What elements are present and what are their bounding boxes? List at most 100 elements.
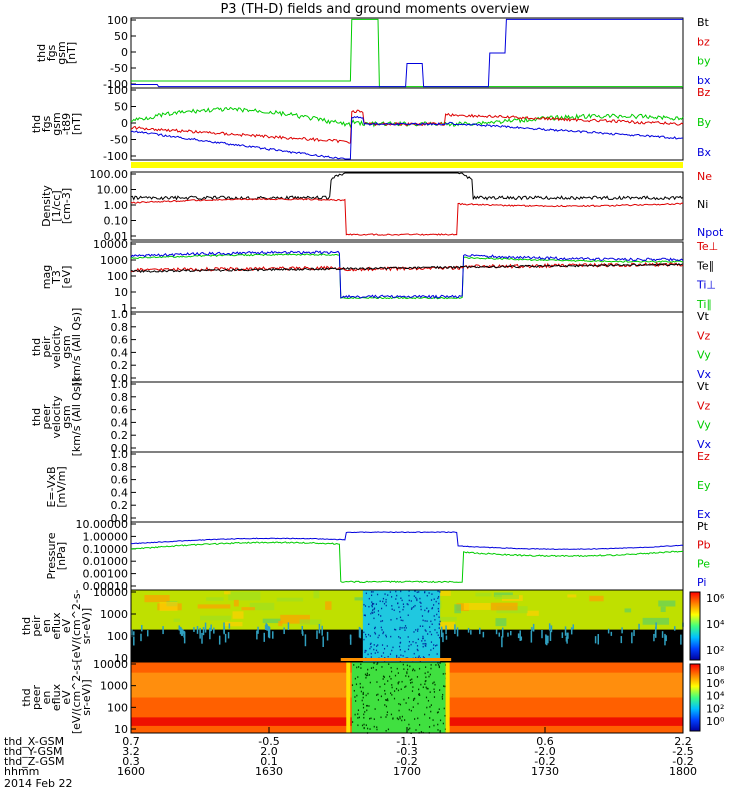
- peir_spec-colorbar-label: 10⁴: [706, 618, 725, 631]
- peir_spec-ylabel: eflux: [50, 612, 63, 640]
- ephemeris-value: 1630: [255, 765, 283, 778]
- efield-ylabel: [mV/m]: [55, 466, 68, 507]
- peer_spec-colorbar-label: 10⁰: [706, 715, 725, 728]
- fgs-ytick-label: 0: [121, 46, 128, 59]
- peer_velocity-ytick-label: 0.0: [111, 442, 129, 455]
- density-ne-trace: [130, 198, 684, 236]
- pressure-legend-0: Pt: [697, 520, 709, 533]
- fgs_t89-legend-1: By: [697, 116, 712, 129]
- ephemeris-label: thd_Z-GSM: [4, 755, 64, 768]
- density-panel-frame: [130, 171, 684, 241]
- pressure-ylabel: Pressure: [45, 532, 58, 579]
- ephemeris-value: 0.3: [122, 755, 140, 768]
- fgs_t89-ylabel: -t89: [60, 113, 73, 135]
- fgs-bx-trace: [131, 18, 683, 88]
- ephemeris-value: 1800: [669, 765, 697, 778]
- peir_spec-colorbar: [689, 591, 701, 661]
- temperature-ylabel: T3: [50, 270, 63, 285]
- fgs-legend-3: bx: [697, 74, 711, 87]
- pressure-ytick-label: 0.00010: [83, 580, 129, 593]
- peer_velocity-panel-frame: [130, 381, 684, 453]
- density-ylabel: Density: [40, 185, 53, 227]
- ephemeris-label: thd_Y-GSM: [4, 745, 63, 758]
- peir_velocity-ytick-label: 0.2: [111, 359, 129, 372]
- peer_spec-colorbar-label: 10²: [706, 702, 724, 715]
- ephemeris-value: 1600: [117, 765, 145, 778]
- fgs-ylabel: thd: [35, 44, 48, 62]
- peir_velocity-legend-2: Vy: [697, 349, 711, 362]
- peer_velocity-ylabel: peer: [40, 404, 53, 430]
- peer_spec-colorbar-label: 10⁶: [706, 677, 725, 690]
- fgs_t89-ytick-label: 100: [107, 84, 128, 97]
- temperature-legend-1: Te∥: [696, 259, 714, 272]
- peer_spec-ylabel: en: [40, 691, 53, 705]
- peer_spec-ylabel: eV: [60, 690, 73, 705]
- peir_velocity-ytick-label: 0.0: [111, 372, 129, 385]
- fgs_t89-ylabel: fgs: [40, 115, 53, 132]
- temperature-ylabel: [eV]: [60, 266, 73, 289]
- temperature-ytick-label: 1000: [100, 254, 128, 267]
- density-ytick-label: 0.10: [104, 215, 129, 228]
- peir_spec-colorbar-label: 10²: [706, 644, 724, 657]
- quality-flag-bar: [131, 162, 683, 168]
- fgs-by-trace: [131, 18, 683, 88]
- peer_spec-ylabel: peer: [30, 685, 43, 711]
- efield-ytick-label: 0.0: [111, 512, 129, 525]
- fgs-ytick-label: -100: [103, 78, 128, 91]
- ephemeris-value: -0.5: [258, 735, 279, 748]
- peer_velocity-ytick-label: 0.6: [111, 404, 129, 417]
- efield-ytick-label: 0.4: [111, 486, 129, 499]
- peir_velocity-ytick-label: 0.6: [111, 334, 129, 347]
- peer_spec-ylabel: eflux: [50, 683, 63, 711]
- fgs-panel-frame: [130, 17, 684, 89]
- peer_spec-heatmap: [131, 662, 683, 734]
- peer_spec-colorbar: [689, 663, 701, 732]
- peir_velocity-legend-3: Vx: [697, 368, 712, 381]
- ephemeris-value: -1.1: [396, 735, 417, 748]
- ephemeris-value: 2.2: [674, 735, 692, 748]
- ephemeris-value: -2.5: [672, 745, 693, 758]
- peir_spec-heatmap: [131, 590, 684, 663]
- pressure-legend-1: Pb: [697, 539, 711, 552]
- peir_spec-ylabel: thd: [20, 617, 33, 635]
- fgs_t89-ytick-label: 50: [114, 101, 128, 114]
- peir_velocity-ylabel: [km/s (All Qs)]: [70, 308, 83, 387]
- efield-ytick-label: 0.2: [111, 499, 129, 512]
- peir_velocity-ylabel: gsm: [60, 335, 73, 358]
- ephemeris-value: -0.2: [534, 755, 555, 768]
- pressure-legend-2: Pe: [697, 557, 710, 570]
- fgs-ytick-label: 50: [114, 30, 128, 43]
- peer_velocity-legend-0: Vt: [697, 380, 710, 393]
- temperature-ytick-label: 10000: [93, 238, 128, 251]
- density-ytick-label: 100.00: [90, 168, 129, 181]
- peir_spec-ylabel: eV: [60, 618, 73, 633]
- efield-ytick-label: 0.6: [111, 474, 129, 487]
- peir_spec-ylabel: peir: [30, 615, 43, 637]
- ephemeris-label: hhmm: [4, 765, 39, 778]
- temperature-ytick-label: 1: [121, 302, 128, 315]
- ephemeris-label: thd_X-GSM: [4, 735, 64, 748]
- density-ylabel: [1/cc]: [50, 190, 63, 221]
- peir_spec-ytick-label: 1000: [100, 608, 128, 621]
- peer_velocity-ytick-label: 0.2: [111, 429, 129, 442]
- efield-legend-0: Ez: [697, 450, 710, 463]
- peir_velocity-legend-1: Vz: [697, 329, 711, 342]
- peer_spec-ytick-label: 10000: [93, 658, 128, 671]
- peir_velocity-ylabel: thd: [30, 338, 43, 356]
- date-label: 2014 Feb 22: [4, 777, 73, 790]
- peer_spec-colorbar-label: 10⁴: [706, 690, 725, 703]
- pressure-legend-3: Pi: [697, 576, 706, 589]
- peer_spec-ylabel: sr-eV)]: [80, 679, 93, 715]
- ephemeris-value: 1700: [393, 765, 421, 778]
- fgs_t89-ylabel: gsm: [50, 112, 63, 135]
- ephemeris-value: 3.2: [122, 745, 140, 758]
- temp-ti-par-trace: [130, 253, 684, 300]
- fgs-ytick-label: -50: [110, 62, 128, 75]
- chart-title: P3 (TH-D) fields and ground moments over…: [220, 2, 530, 17]
- peer_spec-ytick-label: 100: [107, 701, 128, 714]
- peer_velocity-ylabel: thd: [30, 408, 43, 426]
- fgs_t89-ytick-label: -100: [103, 150, 128, 163]
- pressure-pi-trace: [131, 531, 684, 551]
- peer_velocity-ytick-label: 0.4: [111, 416, 129, 429]
